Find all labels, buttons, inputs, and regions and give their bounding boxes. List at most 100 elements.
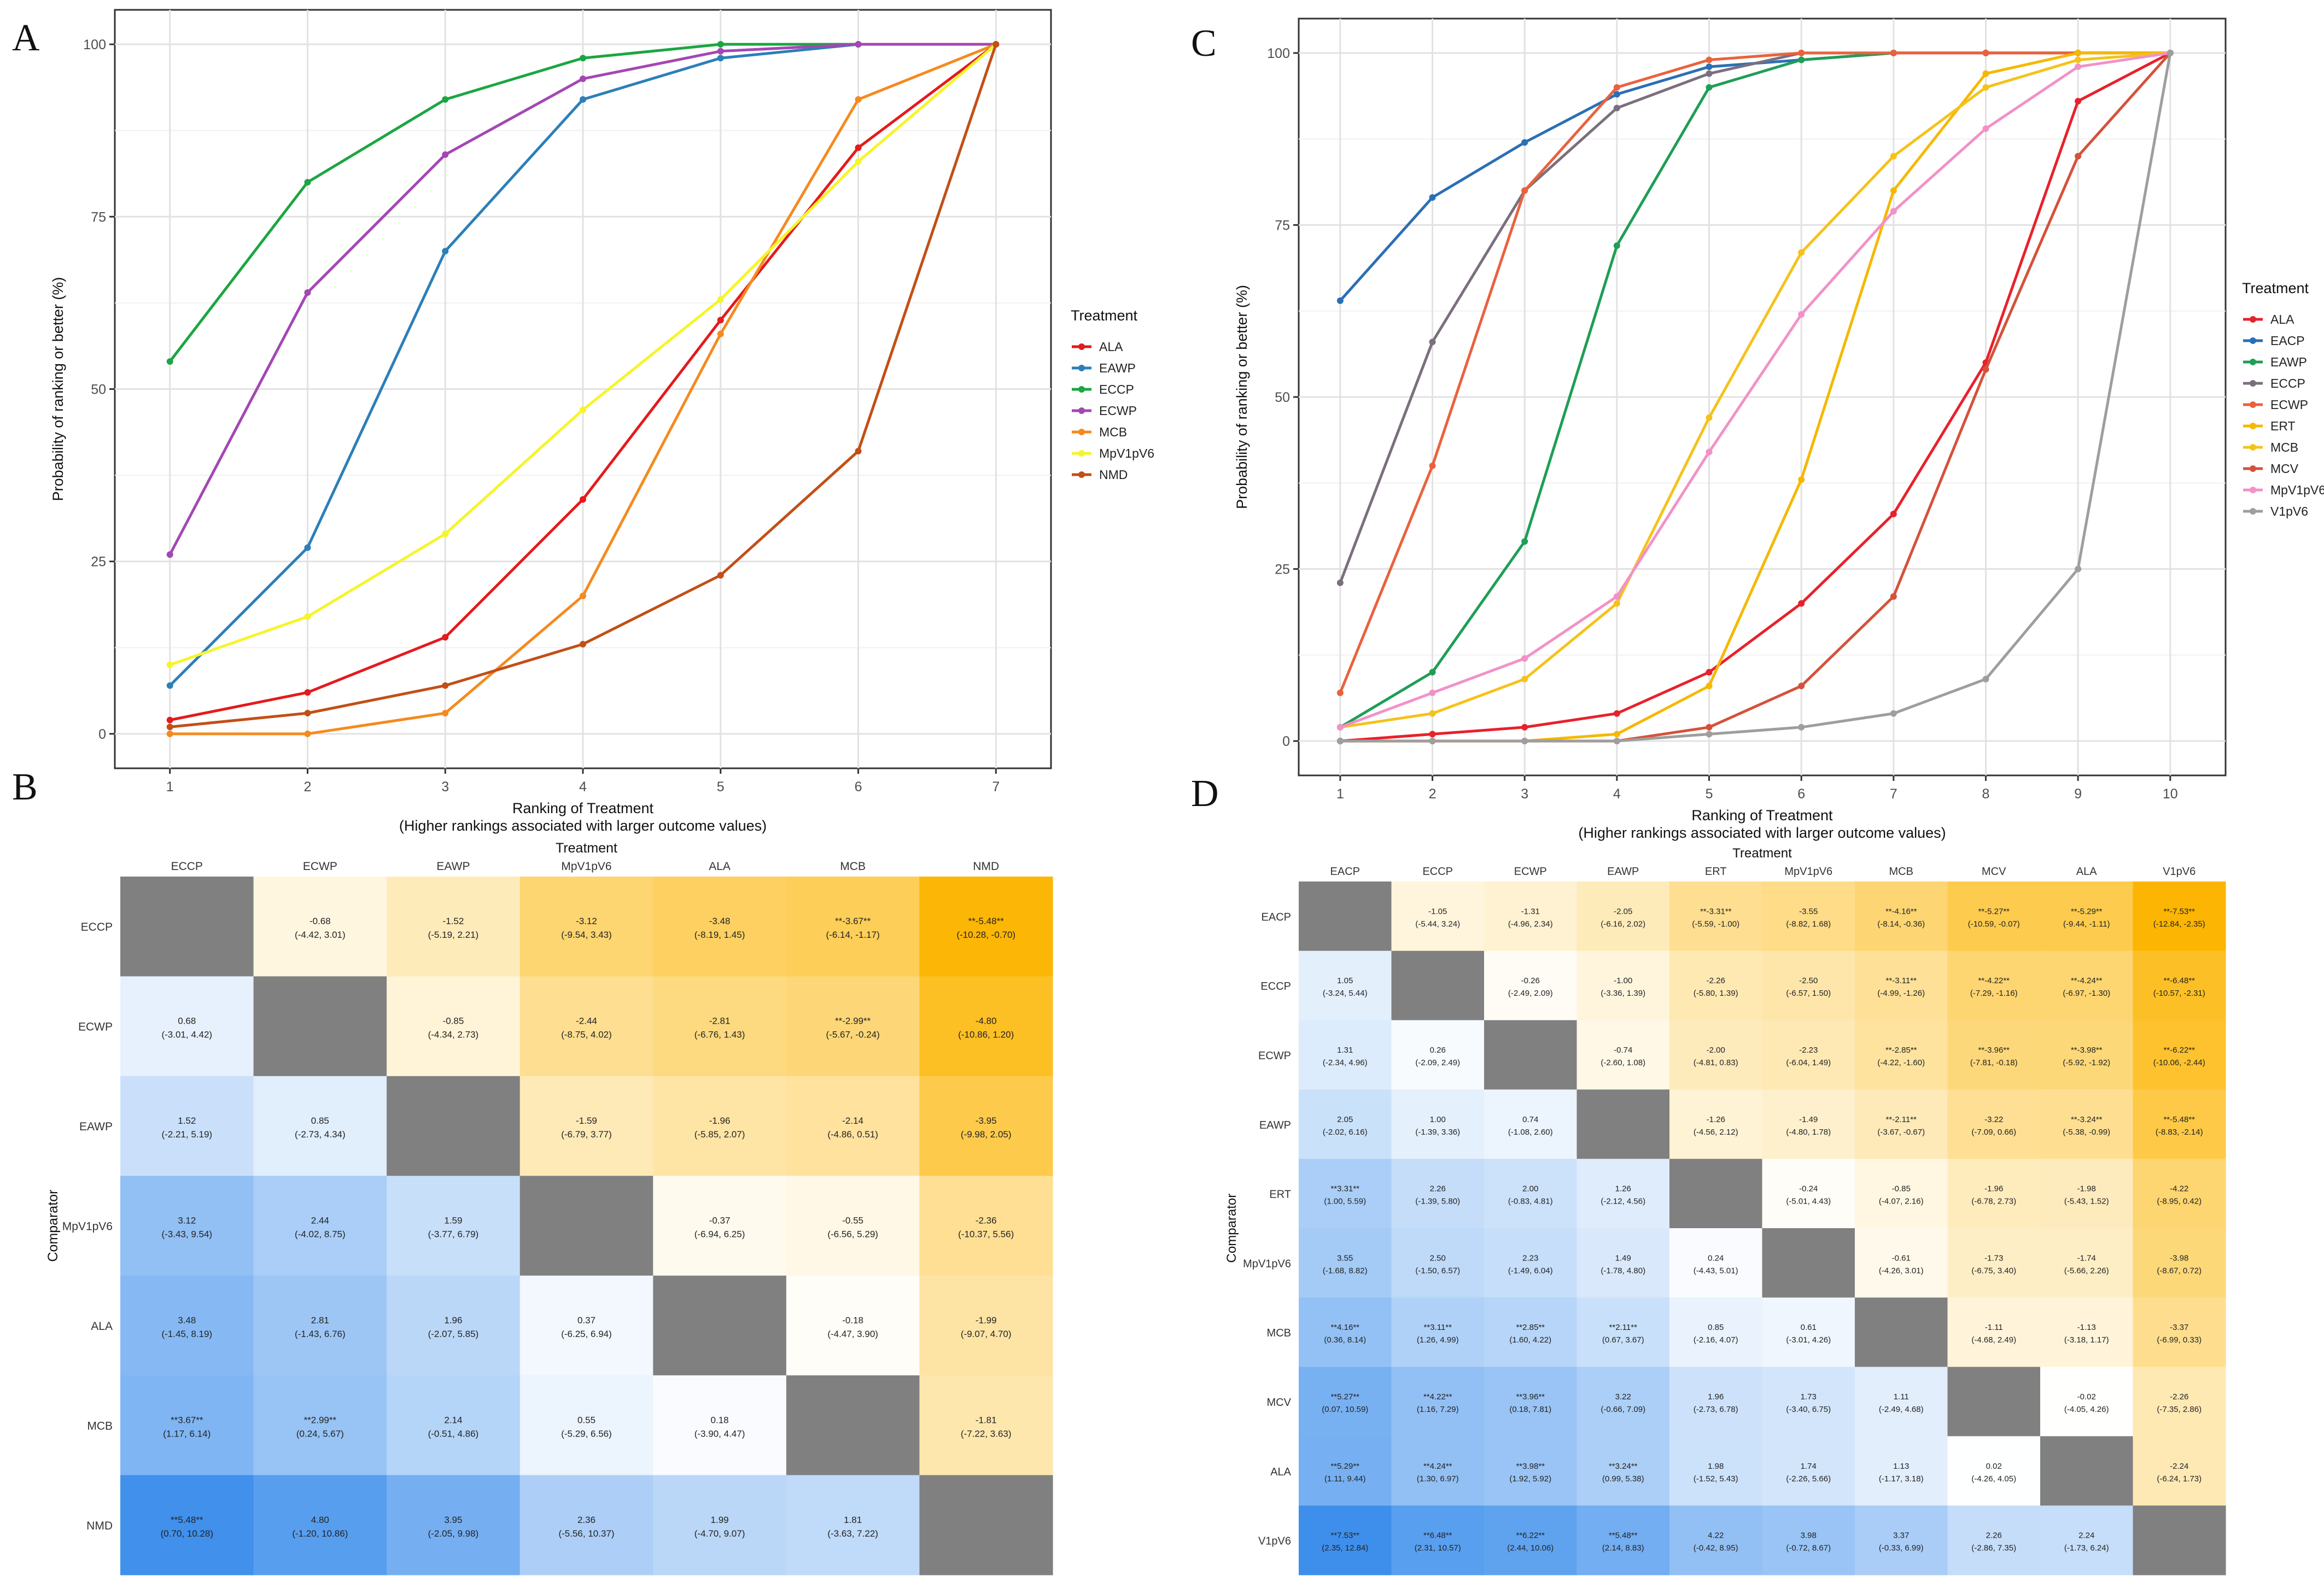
point-ECCP	[1336, 579, 1344, 586]
point-ERT	[1798, 476, 1805, 483]
heatmap-cell	[519, 1475, 653, 1575]
heatmap-cell	[1484, 881, 1578, 951]
point-EAWP	[1521, 538, 1528, 545]
cell-ci: (-4.05, 4.26)	[2064, 1405, 2109, 1414]
point-MpV1pV6	[1336, 723, 1344, 731]
heatmap-cell	[1762, 1020, 1855, 1090]
point-EACP	[1429, 194, 1436, 201]
cell-estimate: **3.98**	[1516, 1462, 1545, 1471]
panel-label-b: B	[12, 766, 38, 808]
heatmap-cell	[1299, 1436, 1392, 1506]
heatmap-cell	[1669, 881, 1763, 951]
cell-ci: (-4.26, 3.01)	[1879, 1266, 1924, 1275]
point-MCV	[2075, 153, 2082, 160]
heatmap-cell	[2133, 1020, 2226, 1090]
point-ECWP	[1613, 84, 1620, 91]
line-chart-A: 0 25 50 75 100 1 2 3 4 5 6 7 Ranking of Treatment (Hi…	[50, 9, 1154, 834]
heatmap-cell	[1576, 1089, 1670, 1159]
cell-ci: (-7.35, 2.86)	[2157, 1405, 2202, 1414]
row-label: MCV	[1267, 1397, 1292, 1409]
x-tick-label: 6	[855, 779, 862, 795]
point-ECCP	[304, 179, 311, 186]
cell-estimate: -0.85	[443, 1016, 464, 1026]
heatmap-cell	[1855, 950, 1948, 1021]
cell-estimate: **3.67**	[171, 1415, 203, 1425]
heatmap-cell	[120, 1275, 254, 1376]
heatmap-cell	[120, 1176, 254, 1276]
series-line-ECWP	[1339, 51, 2170, 693]
cell-estimate: **4.22**	[1423, 1392, 1452, 1402]
cell-estimate: **3.31**	[1330, 1184, 1359, 1194]
cell-ci: (-5.56, 10.37)	[558, 1528, 614, 1539]
cell-ci: (-8.83, -2.14)	[2156, 1128, 2203, 1137]
heatmap-cell	[2133, 1228, 2226, 1298]
cell-ci: (-7.81, -0.18)	[1970, 1058, 2018, 1067]
heatmap-cell	[1947, 1159, 2041, 1229]
cell-estimate: **-6.22**	[2163, 1046, 2195, 1055]
row-label: ECWP	[78, 1021, 113, 1034]
point-EAWP	[1798, 56, 1805, 63]
point-MCB	[166, 730, 173, 737]
legend-label-ECWP: ECWP	[2270, 398, 2308, 412]
cell-ci: (-4.47, 3.90)	[827, 1329, 878, 1339]
cell-ci: (-4.68, 2.49)	[1971, 1335, 2016, 1345]
cell-ci: (-9.54, 3.43)	[561, 930, 612, 940]
point-ALA	[1613, 710, 1620, 717]
heatmap-cell	[653, 1076, 787, 1176]
cell-estimate: **-5.29**	[2071, 907, 2103, 916]
legend-title: Treatment	[2242, 280, 2309, 296]
heatmap-cell	[1669, 950, 1763, 1021]
heatmap-y-axis-label: Comparator	[1224, 1194, 1239, 1263]
y-tick-label: 50	[1275, 390, 1290, 405]
column-label: MCB	[840, 860, 866, 873]
point-NMD	[992, 41, 1000, 48]
cell-estimate: **-3.31**	[1700, 907, 1732, 916]
cell-ci: (-3.36, 1.39)	[1601, 989, 1645, 998]
cell-estimate: 3.98	[1801, 1531, 1817, 1540]
point-MCB	[1798, 249, 1805, 256]
cell-ci: (-2.49, 4.68)	[1879, 1405, 1924, 1414]
cell-ci: (-4.56, 2.12)	[1694, 1128, 1738, 1137]
cell-ci: (-0.42, 8.95)	[1694, 1544, 1738, 1553]
cell-estimate: 2.26	[1986, 1531, 2002, 1540]
heatmap-cell	[1299, 1367, 1392, 1437]
cell-ci: (-2.49, 2.09)	[1508, 989, 1553, 998]
cell-estimate: **-4.16**	[1885, 907, 1917, 916]
panel-label-a: A	[12, 17, 40, 59]
heatmap-cell	[1484, 1436, 1578, 1506]
point-ECWP	[717, 48, 724, 55]
cell-ci: (-9.44, -1.11)	[2063, 919, 2110, 929]
cell-ci: (-6.04, 1.49)	[1786, 1058, 1831, 1067]
cell-ci: (-10.86, 1.20)	[958, 1030, 1014, 1040]
row-label: NMD	[86, 1520, 113, 1532]
point-V1pV6	[2075, 565, 2082, 573]
x-tick-label: 6	[1797, 786, 1805, 802]
heatmap-title: Treatment	[556, 840, 617, 856]
legend-label-NMD: NMD	[1099, 468, 1128, 482]
cell-estimate: -2.14	[842, 1116, 863, 1126]
heatmap-cell	[1391, 1228, 1485, 1298]
cell-ci: (1.16, 7.29)	[1417, 1405, 1459, 1414]
cell-estimate: 3.55	[1337, 1253, 1353, 1263]
cell-estimate: -1.96	[709, 1116, 731, 1126]
cell-estimate: -0.68	[310, 916, 331, 926]
heatmap-cell	[653, 1475, 787, 1575]
heatmap-cell	[253, 1475, 387, 1575]
cell-ci: (-7.09, 0.66)	[1971, 1128, 2016, 1137]
cell-ci: (-6.94, 6.25)	[694, 1229, 745, 1240]
legend-marker-MCB	[2250, 444, 2256, 451]
cell-ci: (-2.34, 4.96)	[1323, 1058, 1368, 1067]
point-MCB	[855, 96, 862, 103]
x-tick-label: 1	[166, 779, 174, 795]
heatmap-cell	[2040, 1297, 2134, 1368]
cell-ci: (-1.49, 6.04)	[1508, 1266, 1553, 1275]
row-label: MCB	[1267, 1327, 1291, 1339]
point-ECCP	[1613, 104, 1620, 112]
x-axis-sublabel: (Higher rankings associated with larger …	[399, 818, 767, 834]
cell-ci: (-5.67, -0.24)	[826, 1030, 880, 1040]
heatmap-cell	[1576, 1436, 1670, 1506]
legend-marker-EAWP	[1078, 365, 1085, 371]
cell-ci: (1.92, 5.92)	[1509, 1474, 1551, 1484]
heatmap-cell	[919, 976, 1053, 1077]
cell-ci: (-5.38, -0.99)	[2063, 1128, 2110, 1137]
